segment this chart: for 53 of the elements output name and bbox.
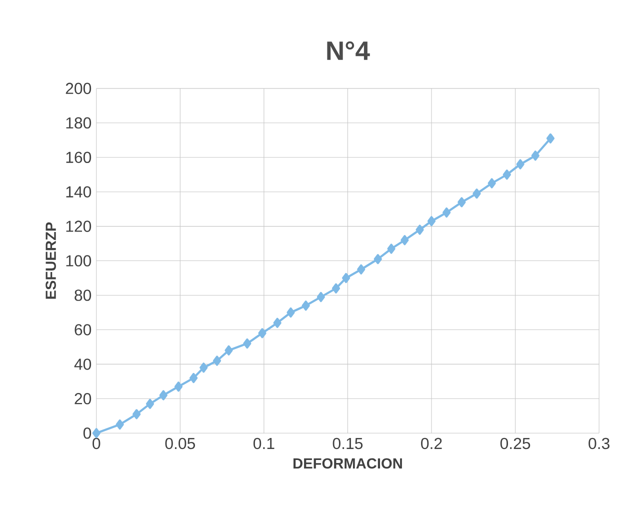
x-tick-label: 0.05 bbox=[165, 438, 195, 450]
point bbox=[342, 273, 350, 284]
point bbox=[374, 254, 382, 264]
y-tick-label: 40 bbox=[74, 358, 92, 370]
y-tick-label: 80 bbox=[74, 290, 92, 301]
point bbox=[546, 133, 555, 144]
point bbox=[200, 362, 208, 373]
x-axis-title: DEFORMACION bbox=[294, 458, 402, 469]
point bbox=[531, 150, 540, 161]
x-tick-label: 0.2 bbox=[421, 438, 442, 450]
point bbox=[316, 292, 325, 302]
x-tick-label: 0.1 bbox=[253, 438, 274, 450]
point bbox=[442, 208, 451, 218]
point bbox=[159, 390, 168, 400]
point bbox=[132, 409, 141, 420]
point bbox=[92, 428, 100, 438]
point bbox=[416, 224, 424, 235]
point bbox=[243, 338, 252, 349]
point bbox=[458, 197, 466, 208]
y-tick-label: 180 bbox=[66, 117, 92, 129]
y-tick-label: 160 bbox=[66, 152, 92, 164]
point bbox=[472, 188, 481, 199]
y-tick-label: 200 bbox=[66, 82, 92, 94]
x-tick-label: 0.25 bbox=[500, 438, 530, 450]
y-axis-title: ESFUERZP bbox=[46, 222, 56, 299]
y-tick-label: 0 bbox=[83, 428, 92, 439]
point bbox=[190, 373, 198, 384]
y-tick-label: 140 bbox=[66, 186, 92, 198]
point bbox=[516, 159, 524, 170]
point bbox=[400, 235, 409, 246]
x-tick-label: 0 bbox=[92, 438, 100, 450]
y-tick-label: 60 bbox=[74, 324, 92, 336]
y-tick-label: 100 bbox=[66, 255, 92, 267]
point bbox=[302, 300, 310, 311]
point bbox=[387, 244, 396, 254]
y-tick-label: 120 bbox=[66, 220, 92, 232]
x-tick-label: 0.3 bbox=[588, 438, 610, 450]
point bbox=[286, 308, 295, 318]
x-tick-label: 0.15 bbox=[332, 438, 363, 450]
point bbox=[146, 398, 154, 409]
point bbox=[116, 420, 124, 430]
point bbox=[332, 283, 340, 294]
point bbox=[273, 318, 282, 328]
point bbox=[224, 345, 233, 356]
point bbox=[174, 382, 183, 392]
point bbox=[427, 216, 436, 226]
point bbox=[212, 356, 222, 366]
point bbox=[258, 328, 266, 338]
point bbox=[502, 170, 511, 180]
point bbox=[488, 178, 496, 188]
y-tick-label: 20 bbox=[74, 393, 92, 404]
chart-title: N°4 bbox=[327, 41, 370, 60]
point bbox=[357, 264, 366, 275]
